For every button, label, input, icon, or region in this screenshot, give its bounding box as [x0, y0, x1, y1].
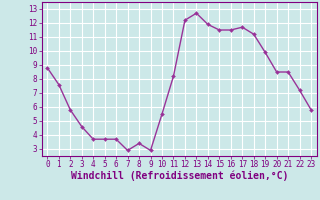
X-axis label: Windchill (Refroidissement éolien,°C): Windchill (Refroidissement éolien,°C): [70, 171, 288, 181]
